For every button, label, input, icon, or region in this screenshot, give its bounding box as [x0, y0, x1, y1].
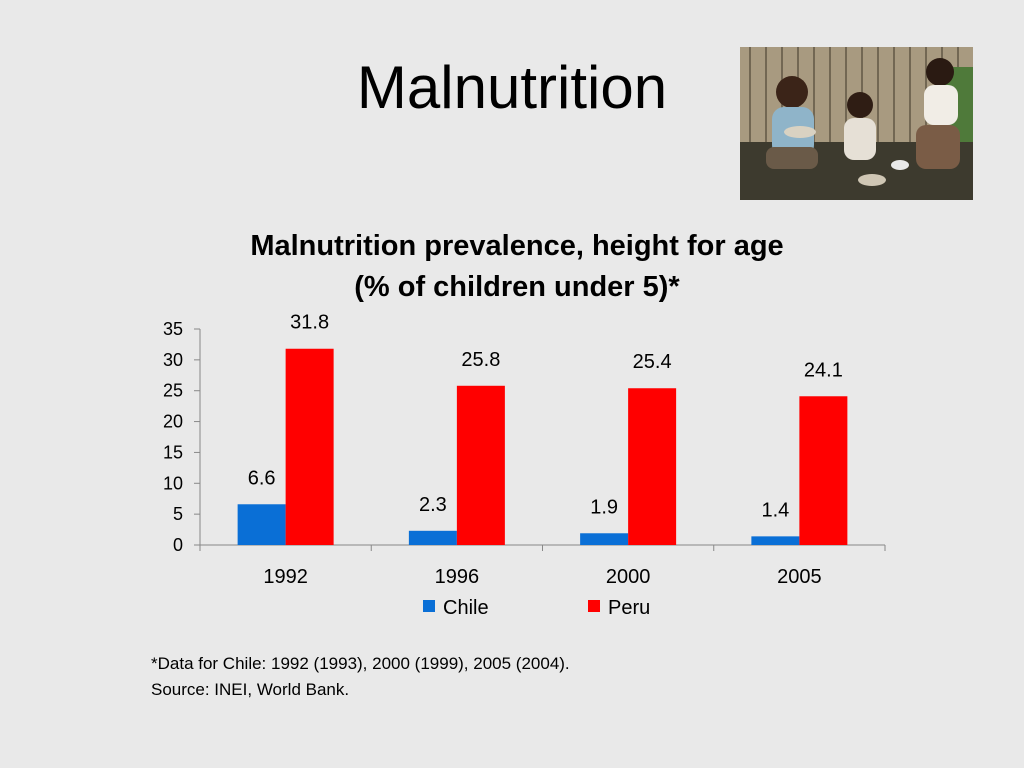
children-eating-photo: [740, 47, 973, 200]
footnote: *Data for Chile: 1992 (1993), 2000 (1999…: [151, 651, 570, 703]
y-tick-label: 20: [163, 412, 183, 432]
photo-illustration: [740, 47, 973, 200]
y-tick-label: 35: [163, 319, 183, 339]
x-tick-label: 1996: [435, 566, 480, 588]
data-label: 2.3: [419, 494, 447, 516]
bar-chart: 0 5 10 15 20 25 30 35 1992 6.6 31.8 1996 2.3 25.8 2000…: [163, 312, 886, 619]
y-tick-label: 10: [163, 473, 183, 493]
bar-peru: [628, 388, 677, 545]
y-tick-label: 0: [173, 535, 183, 555]
data-label: 25.4: [633, 351, 672, 373]
y-tick-label: 5: [173, 504, 183, 524]
bar-chile: [408, 530, 457, 545]
y-tick-label: 25: [163, 381, 183, 401]
chart-title: Malnutrition prevalence, height for age …: [0, 226, 1024, 308]
y-tick-label: 15: [163, 442, 183, 462]
legend-swatch-chile: [423, 600, 435, 612]
footnote-data-note: *Data for Chile: 1992 (1993), 2000 (1999…: [151, 654, 570, 673]
bar-chile: [751, 536, 800, 545]
x-tick-label: 1992: [263, 566, 308, 588]
x-tick-label: 2000: [606, 566, 651, 588]
chart-title-line1: Malnutrition prevalence, height for age: [250, 230, 784, 262]
chart-title-line2: (% of children under 5)*: [354, 271, 680, 303]
y-tick-label: 30: [163, 350, 183, 370]
data-label: 1.4: [761, 499, 789, 521]
data-label: 31.8: [290, 312, 329, 334]
legend-label-chile: Chile: [443, 597, 489, 619]
bar-peru: [456, 385, 505, 545]
footnote-source: Source: INEI, World Bank.: [151, 680, 350, 699]
legend-label-peru: Peru: [608, 597, 650, 619]
bar-peru: [285, 348, 334, 545]
bar-peru: [799, 396, 848, 545]
data-label: 1.9: [590, 496, 618, 518]
bar-chile: [580, 533, 629, 545]
bar-chile: [237, 504, 286, 545]
slide-title: Malnutrition: [356, 54, 668, 121]
data-label: 25.8: [461, 349, 500, 371]
legend-swatch-peru: [588, 600, 600, 612]
x-tick-label: 2005: [777, 566, 822, 588]
data-label: 24.1: [804, 359, 843, 381]
data-label: 6.6: [248, 467, 276, 489]
